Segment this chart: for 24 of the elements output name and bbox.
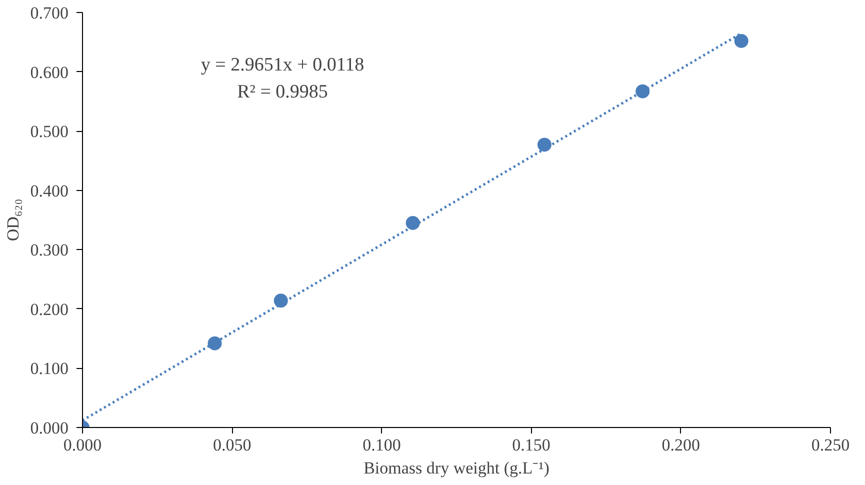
point: [208, 336, 222, 350]
y-tick-label: 0.300: [30, 240, 68, 260]
x-tick-label: 0.250: [811, 436, 850, 454]
x-axis-title: Biomass dry weight (g.L⁻¹): [364, 458, 550, 478]
point: [734, 34, 748, 48]
point: [274, 294, 288, 308]
x-tick-label: 0.050: [212, 436, 252, 454]
annotation: R² = 0.9985: [237, 82, 328, 102]
annotation: y = 2.9651x + 0.0118: [200, 54, 364, 76]
y-tick-label: 0.000: [30, 418, 68, 438]
x-tick-label: 0.150: [512, 436, 550, 454]
y-tick-label: 0.500: [30, 122, 68, 142]
x-tick-label: 0.000: [63, 436, 102, 454]
point: [636, 84, 650, 98]
point: [537, 138, 552, 152]
y-tick-label: 0.200: [30, 300, 68, 319]
y-tick-label: 0.100: [30, 359, 68, 378]
y-tick-label: 0.700: [30, 4, 68, 22]
x-tick-label: 0.200: [662, 436, 700, 454]
y-axis-title: OD₆₂₀: [3, 198, 22, 242]
y-tick-label: 0.600: [30, 62, 68, 82]
y-tick-label: 0.400: [30, 181, 68, 200]
x-tick-label: 0.100: [362, 436, 401, 454]
point: [406, 216, 420, 230]
